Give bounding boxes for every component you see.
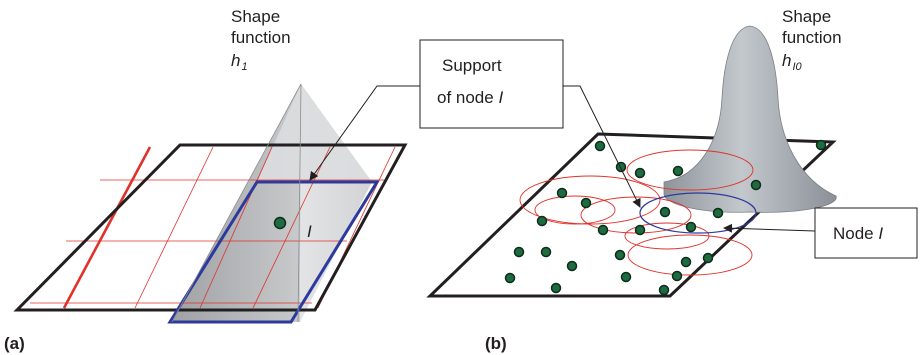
shape-label-a-line2: function bbox=[231, 28, 291, 47]
node-dot-icon bbox=[680, 256, 692, 268]
node-dot-icon bbox=[550, 282, 562, 294]
node-label-a: I bbox=[307, 222, 312, 241]
arrow-icon bbox=[723, 223, 816, 233]
support-callout-box bbox=[419, 39, 564, 129]
shape-label-b-line1: Shape bbox=[782, 7, 831, 26]
node-cloud bbox=[504, 139, 827, 296]
node-dot-icon bbox=[815, 139, 827, 151]
support-circles bbox=[519, 149, 754, 276]
panel-b-label: (b) bbox=[485, 334, 507, 353]
node-callout-box bbox=[814, 207, 918, 259]
node-dot-icon bbox=[597, 224, 609, 236]
support-region-b bbox=[639, 192, 757, 234]
node-callout: Node I bbox=[723, 207, 918, 259]
pyramid-top-face bbox=[257, 84, 372, 182]
node-callout-label: Node I bbox=[833, 224, 883, 243]
node-dot-icon bbox=[634, 224, 646, 236]
node-dot-icon bbox=[658, 284, 670, 296]
shape-symbol-a: h1 bbox=[231, 51, 248, 73]
node-dot-icon bbox=[580, 197, 592, 209]
domain-a-border bbox=[13, 143, 408, 312]
node-dot-icon bbox=[672, 165, 684, 177]
node-dot-icon bbox=[750, 179, 762, 191]
shape-label-a-line1: Shape bbox=[231, 7, 280, 26]
node-dot-icon bbox=[536, 215, 548, 227]
arrow-icon bbox=[563, 85, 641, 208]
highlight-grid-line bbox=[62, 146, 152, 309]
shape-label-b-line2: function bbox=[782, 28, 842, 47]
node-dot-icon bbox=[620, 271, 632, 283]
node-dot-icon bbox=[504, 272, 516, 284]
node-dot-icon bbox=[685, 221, 697, 233]
node-dot-icon bbox=[615, 161, 627, 173]
panel-a-label: (a) bbox=[4, 334, 25, 353]
node-dot-icon bbox=[702, 252, 714, 264]
arrow-icon bbox=[309, 85, 420, 181]
node-dot-icon bbox=[634, 167, 646, 179]
node-dot-icon bbox=[513, 246, 525, 258]
panel-a: I Shape function h1 (a) bbox=[4, 7, 408, 353]
node-dot-icon bbox=[540, 246, 552, 258]
support-region-a bbox=[167, 180, 380, 324]
node-dot-icon bbox=[671, 270, 683, 282]
shape-symbol-b: hI0 bbox=[782, 51, 803, 73]
support-callout-line2: of node I bbox=[437, 88, 503, 107]
node-dot-icon bbox=[659, 206, 671, 218]
support-callout-line1: Support bbox=[442, 56, 502, 75]
bump-shape bbox=[663, 25, 837, 213]
node-dot-icon bbox=[273, 216, 287, 230]
node-dot-icon bbox=[712, 207, 724, 219]
node-dot-icon bbox=[556, 187, 568, 199]
support-callout: Support of node I bbox=[309, 39, 641, 208]
shape-subscript-b: I0 bbox=[792, 61, 802, 73]
shape-subscript-a: 1 bbox=[241, 61, 247, 73]
node-dot-icon bbox=[594, 140, 606, 152]
node-dot-icon bbox=[566, 260, 578, 272]
node-dot-icon bbox=[614, 249, 626, 261]
panel-b: Shape function hI0 (b) bbox=[426, 7, 842, 353]
